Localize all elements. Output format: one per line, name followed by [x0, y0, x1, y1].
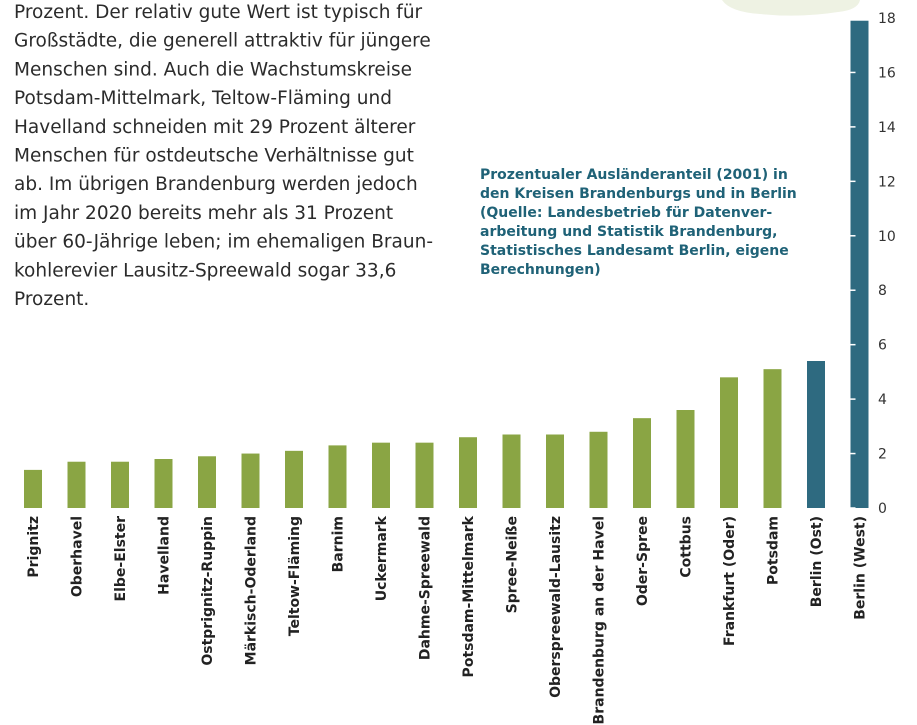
y-tick-label: 4	[878, 392, 887, 408]
paragraph-line: Großstädte, die generell attraktiv für j…	[14, 31, 431, 52]
bar	[459, 437, 477, 508]
bar	[285, 450, 303, 508]
bar	[372, 442, 390, 508]
x-tick-label: Barnim	[331, 516, 347, 572]
bar	[589, 431, 608, 508]
y-tick-label: 0	[878, 501, 887, 517]
bar	[415, 442, 434, 508]
x-tick-label: Oberhavel	[70, 516, 86, 597]
y-tick-label: 10	[878, 229, 896, 245]
y-tick-label: 8	[878, 283, 887, 299]
bar	[198, 456, 216, 508]
bar	[676, 410, 695, 508]
bar	[850, 20, 869, 508]
y-tick-label: 6	[878, 338, 887, 354]
y-tick-label: 16	[878, 65, 896, 81]
x-tick-label: Ostprignitz-Ruppin	[200, 516, 216, 666]
x-tick-label: Märkisch-Oderland	[244, 516, 260, 665]
x-tick-label: Brandenburg an der Havel	[592, 516, 608, 724]
chart-title: Prozentualer Ausländeranteil (2001) in	[480, 167, 788, 183]
x-tick-label: Berlin (Ost)	[809, 516, 825, 607]
y-tick-label: 2	[878, 447, 887, 463]
chart-title: Berechnungen)	[480, 262, 601, 278]
chart-title: (Quelle: Landesbetrieb für Datenver-	[480, 205, 772, 221]
paragraph-line: Havelland schneiden mit 29 Prozent älter…	[14, 117, 416, 138]
y-tick-label: 12	[878, 174, 896, 190]
x-tick-label: Frankfurt (Oder)	[722, 516, 738, 646]
bar	[24, 469, 42, 508]
paragraph-line: Menschen für ostdeutsche Verhältnisse gu…	[14, 146, 414, 167]
bar	[328, 445, 347, 508]
paragraph-line: im Jahr 2020 bereits mehr als 31 Prozent	[14, 203, 393, 224]
bar	[763, 369, 782, 508]
paragraph-line: Prozent.	[14, 289, 89, 310]
x-tick-label: Oberspreewald-Lausitz	[548, 516, 564, 698]
y-tick-label: 18	[878, 11, 896, 27]
y-tick-label: 14	[878, 120, 896, 136]
x-tick-label: Havelland	[157, 516, 173, 595]
chart-title: Statistisches Landesamt Berlin, eigene	[480, 243, 789, 259]
x-tick-label: Dahme-Spreewald	[418, 516, 434, 660]
x-tick-label: Elbe-Elster	[113, 516, 129, 602]
paragraph-line: Menschen sind. Auch die Wachstumskreise	[14, 59, 412, 80]
bar	[546, 434, 564, 508]
bar	[720, 377, 738, 508]
x-tick-label: Potsdam-Mittelmark	[461, 515, 477, 677]
chart-title: arbeitung und Statistik Brandenburg,	[480, 224, 777, 240]
x-tick-label: Berlin (West)	[853, 516, 869, 620]
x-tick-label: Teltow-Fläming	[287, 516, 303, 636]
bar	[807, 361, 825, 508]
x-tick-label: Prignitz	[26, 516, 42, 578]
bar	[111, 461, 129, 508]
paragraph-line: Potsdam-Mittelmark, Teltow-Fläming und	[14, 88, 392, 109]
x-tick-label: Cottbus	[679, 516, 695, 578]
bar	[633, 418, 651, 508]
x-tick-label: Spree-Neiße	[505, 516, 521, 613]
bar	[502, 434, 521, 508]
paragraph-line: über 60-Jährige leben; im ehemaligen Bra…	[14, 232, 433, 253]
x-tick-label: Oder-Spree	[635, 516, 651, 606]
paragraph-line: kohlerevier Lausitz-Spreewald sogar 33,6	[14, 260, 396, 281]
paragraph-line: Prozent. Der relativ gute Wert ist typis…	[14, 2, 423, 23]
chart-title: den Kreisen Brandenburgs und in Berlin	[480, 186, 797, 202]
bar	[241, 453, 260, 508]
bar	[154, 459, 173, 508]
paragraph-line: ab. Im übrigen Brandenburg werden jedoch	[14, 174, 418, 195]
x-tick-label: Uckermark	[374, 515, 390, 601]
bar	[67, 461, 86, 508]
decoration	[722, 0, 860, 16]
x-tick-label: Potsdam	[766, 516, 782, 585]
